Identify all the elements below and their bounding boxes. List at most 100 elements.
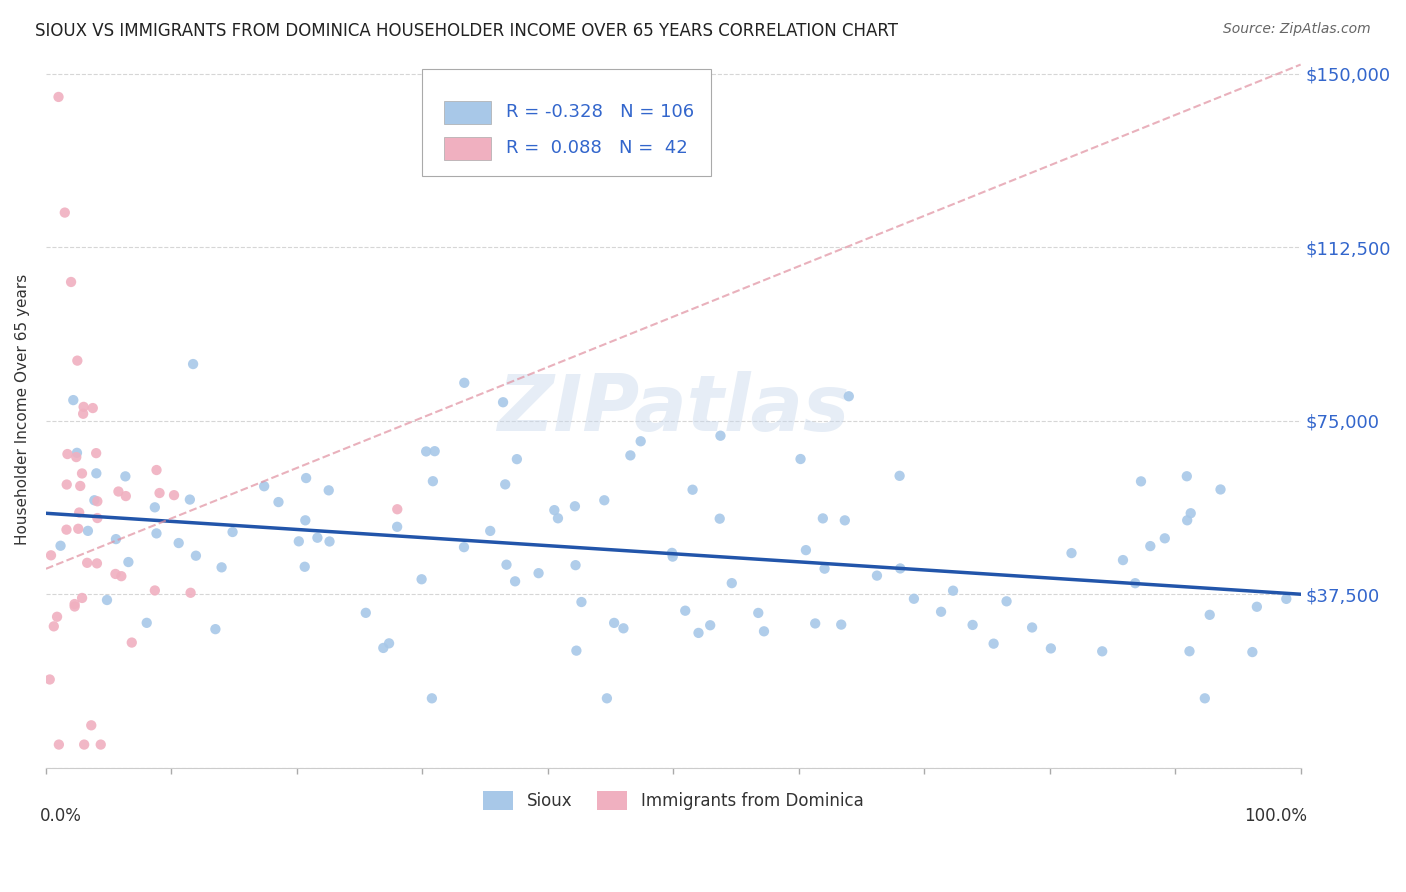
Point <box>612 621 634 635</box>
Point <box>1021 620 1043 634</box>
Point <box>789 452 811 467</box>
Y-axis label: Householder Income Over 65 years: Householder Income Over 65 years <box>15 274 30 545</box>
Point <box>747 606 769 620</box>
Point <box>288 534 311 549</box>
Point <box>1175 469 1198 483</box>
Text: ZIPatlas: ZIPatlas <box>498 371 849 447</box>
Point <box>53 205 76 219</box>
Point <box>378 636 401 650</box>
Point <box>55 477 77 491</box>
Point <box>1153 531 1175 545</box>
Point <box>86 494 108 508</box>
Point <box>1091 644 1114 658</box>
FancyBboxPatch shape <box>422 69 711 176</box>
Point <box>55 523 77 537</box>
Point <box>564 558 586 573</box>
Point <box>564 500 586 514</box>
Point <box>56 447 79 461</box>
Point <box>69 479 91 493</box>
Point <box>830 617 852 632</box>
Point <box>80 718 103 732</box>
Point <box>423 444 446 458</box>
Point <box>104 566 127 581</box>
Point <box>83 493 105 508</box>
Point <box>630 434 652 449</box>
Point <box>387 502 409 516</box>
Point <box>181 357 204 371</box>
Text: R =  0.088   N =  42: R = 0.088 N = 42 <box>506 139 688 157</box>
Point <box>86 511 108 525</box>
Point <box>995 594 1018 608</box>
Point <box>834 513 856 527</box>
Point <box>503 574 526 589</box>
Point <box>811 511 834 525</box>
Point <box>114 489 136 503</box>
Point <box>415 444 437 458</box>
Point <box>318 534 340 549</box>
Point <box>295 471 318 485</box>
Point <box>527 566 550 581</box>
FancyBboxPatch shape <box>444 101 491 124</box>
Point <box>294 559 316 574</box>
FancyBboxPatch shape <box>444 136 491 160</box>
Point <box>422 474 444 488</box>
Point <box>90 738 112 752</box>
Point <box>1039 641 1062 656</box>
Point <box>267 495 290 509</box>
Point <box>46 609 69 624</box>
Point <box>752 624 775 639</box>
Point <box>84 446 107 460</box>
Point <box>163 488 186 502</box>
Point <box>143 583 166 598</box>
Point <box>167 536 190 550</box>
Point <box>1175 513 1198 527</box>
Point <box>838 389 860 403</box>
Point <box>180 586 202 600</box>
Point <box>39 549 62 563</box>
Point <box>121 635 143 649</box>
Point <box>804 616 827 631</box>
Point <box>354 606 377 620</box>
Point <box>184 549 207 563</box>
Point <box>506 452 529 467</box>
Point <box>66 446 89 460</box>
Point <box>1209 483 1232 497</box>
Point <box>688 626 710 640</box>
Point <box>110 569 132 583</box>
Point <box>60 275 83 289</box>
Point <box>565 643 588 657</box>
Point <box>794 543 817 558</box>
Point <box>479 524 502 538</box>
Point <box>77 524 100 538</box>
Point <box>543 503 565 517</box>
Text: 0.0%: 0.0% <box>39 807 82 825</box>
Point <box>107 484 129 499</box>
Point <box>709 428 731 442</box>
Point <box>65 450 87 464</box>
Point <box>813 562 835 576</box>
Point <box>62 393 84 408</box>
Point <box>135 615 157 630</box>
Point <box>72 407 94 421</box>
Point <box>1060 546 1083 560</box>
Point <box>866 568 889 582</box>
Point <box>682 483 704 497</box>
Point <box>903 591 925 606</box>
Point <box>1198 607 1220 622</box>
Point <box>1194 691 1216 706</box>
Point <box>571 595 593 609</box>
Point <box>204 622 226 636</box>
Point <box>72 400 94 414</box>
Point <box>96 593 118 607</box>
Point <box>1130 475 1153 489</box>
Point <box>673 604 696 618</box>
Point <box>962 618 984 632</box>
Point <box>373 640 395 655</box>
Point <box>70 591 93 605</box>
Point <box>318 483 340 498</box>
Point <box>1241 645 1264 659</box>
Text: 100.0%: 100.0% <box>1244 807 1308 825</box>
Point <box>82 401 104 415</box>
Point <box>145 463 167 477</box>
Point <box>73 738 96 752</box>
